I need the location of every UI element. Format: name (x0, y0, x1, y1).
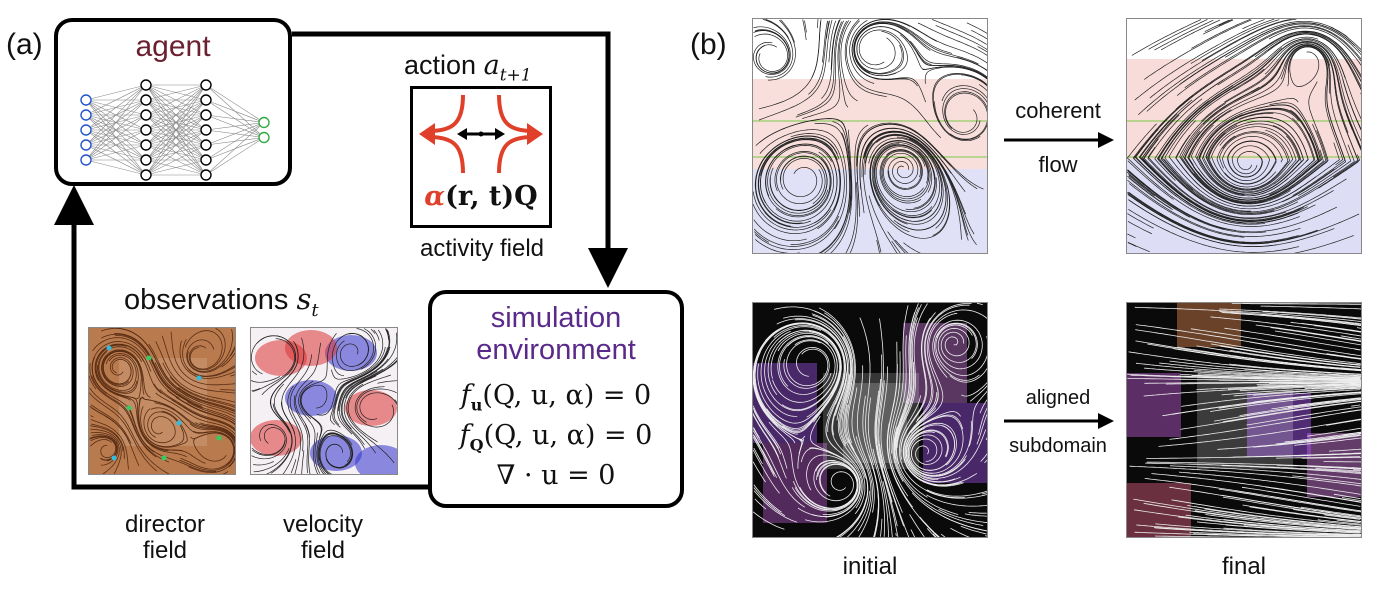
extensile-activity-icon (419, 94, 543, 174)
aligned-subdomain-line2: subdomain (1009, 435, 1107, 457)
simulation-environment-box: simulation environment fu(Q, u, α) = 0 f… (428, 290, 684, 508)
agent-box: agent (54, 18, 292, 186)
aligned-subdomain-arrow (1004, 413, 1114, 429)
activity-field-box: α(r, t)Q (410, 86, 552, 228)
eq1-sub: u (470, 395, 483, 415)
coherent-flow-arrow (1004, 132, 1114, 148)
equation-q-tensor: fQ(Q, u, α) = 0 (432, 418, 680, 463)
agent-title: agent (135, 30, 211, 63)
action-subscript: t+1 (499, 65, 532, 86)
director-caption-line2: field (142, 537, 188, 564)
action-arrow (292, 31, 628, 288)
final-flow-image (1126, 18, 1362, 254)
panel-b-label: (b) (690, 28, 727, 61)
final-caption: final (1221, 553, 1267, 580)
eq2-f: f (459, 420, 470, 451)
coherent-flow-label: coherent flow (996, 98, 1120, 178)
director-field-caption: director field (100, 512, 230, 564)
simulation-title-line2: environment (476, 334, 636, 366)
aligned-subdomain-label: aligned subdomain (996, 385, 1120, 459)
coherent-flow-label-line2: flow (1038, 152, 1078, 177)
action-label: action at+1 (404, 50, 532, 85)
observations-symbol: s (296, 282, 312, 316)
coherent-flow-label-line1: coherent (1015, 98, 1101, 123)
initial-director-image (752, 302, 988, 538)
observations-label: observations st (124, 282, 319, 321)
velocity-field-caption: velocity field (258, 512, 388, 564)
simulation-title: simulation environment (432, 302, 680, 366)
alpha-symbol: α (424, 181, 446, 212)
action-text: action (404, 50, 477, 80)
activity-field-expression: α(r, t)Q (413, 181, 549, 212)
eq1-f: f (460, 380, 471, 411)
equation-incompressibility: ∇ · u = 0 (496, 460, 616, 491)
observation-arrow (54, 185, 428, 490)
eq1-rest: (Q, u, α) = 0 (482, 380, 652, 411)
eq2-sub: Q (469, 435, 484, 455)
velocity-caption-line1: velocity (282, 511, 364, 538)
simulation-title-line1: simulation (490, 302, 622, 334)
velocity-field-image (250, 327, 398, 475)
observations-subscript: t (311, 299, 319, 321)
observations-text: observations (124, 284, 289, 316)
director-caption-line1: director (124, 511, 206, 538)
initial-flow-image (752, 18, 988, 254)
initial-caption: initial (842, 553, 898, 580)
activity-field-caption: activity field (419, 235, 545, 262)
panel-a-label: (a) (6, 28, 43, 61)
final-director-image (1126, 302, 1362, 538)
neural-network-icon (80, 79, 270, 181)
equation-velocity: fu(Q, u, α) = 0 (432, 378, 680, 423)
aligned-subdomain-line1: aligned (1025, 387, 1091, 409)
director-field-image (88, 327, 236, 475)
action-symbol: a (483, 50, 500, 81)
feedback-loop-arrows (54, 31, 628, 490)
eq2-rest: (Q, u, α) = 0 (483, 420, 653, 451)
field-expression-text: (r, t)Q (445, 181, 538, 212)
velocity-caption-line2: field (300, 537, 346, 564)
